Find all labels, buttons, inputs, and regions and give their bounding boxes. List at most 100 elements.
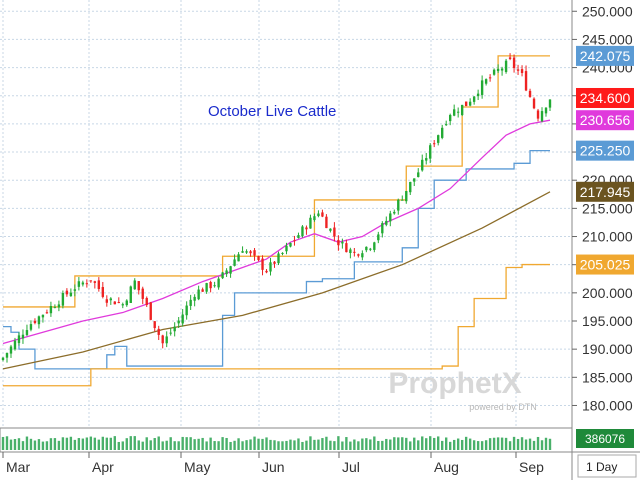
volume-bar	[508, 441, 512, 450]
candle-body	[488, 77, 492, 79]
candle	[413, 178, 416, 187]
volume-bar	[277, 441, 280, 450]
y-tick-label: 185.000	[582, 369, 633, 385]
volume-bar	[101, 436, 105, 450]
volume-bar	[301, 441, 304, 450]
candle-body	[544, 107, 548, 114]
candle-body	[185, 305, 188, 316]
series-line-2	[2, 119, 551, 345]
candle-body	[289, 243, 292, 247]
candle	[125, 299, 128, 307]
candle-body	[53, 306, 57, 308]
volume-bar	[480, 441, 484, 450]
volume-bar	[421, 436, 424, 450]
candle	[480, 75, 484, 99]
series-line-4	[3, 263, 550, 387]
volume-bar	[317, 439, 320, 450]
candle-body	[25, 330, 29, 336]
candle	[193, 294, 196, 307]
candle-body	[21, 334, 25, 339]
volume-bar	[409, 441, 412, 450]
candle-body	[540, 111, 544, 122]
volume-bar	[361, 438, 364, 450]
candle-body	[113, 301, 116, 305]
candle	[241, 246, 244, 253]
last-price-label-box	[576, 87, 634, 108]
volume-bar	[544, 437, 548, 450]
candle	[133, 278, 136, 290]
candle	[337, 235, 340, 251]
candle	[357, 253, 360, 258]
candle-body	[65, 290, 69, 295]
series-value-label: 242.075	[580, 48, 631, 64]
candle	[77, 277, 81, 291]
volume-bar	[512, 436, 516, 450]
candle-body	[369, 248, 372, 250]
volume-bar	[289, 439, 292, 450]
volume-bar	[405, 437, 408, 450]
volume-bar	[109, 437, 112, 450]
candle	[5, 352, 9, 363]
volume-bar	[472, 440, 476, 450]
candle	[409, 181, 412, 196]
volume-label: 386076	[585, 432, 625, 446]
candle-body	[421, 159, 424, 171]
candle-body	[97, 280, 101, 290]
candle	[17, 332, 21, 346]
volume-bar	[445, 437, 448, 450]
volume-bar	[81, 438, 85, 450]
volume-bar	[201, 437, 204, 450]
candle-body	[205, 283, 208, 292]
volume-bar	[389, 439, 392, 450]
candle-body	[73, 289, 77, 291]
candle	[273, 260, 276, 268]
volume-bar	[65, 437, 69, 450]
volume-bar	[229, 441, 232, 450]
volume-bar	[169, 437, 172, 450]
candle	[393, 209, 396, 215]
candle-body	[249, 251, 252, 254]
volume-bar	[49, 438, 53, 450]
candle-body	[480, 80, 484, 95]
candle	[504, 58, 508, 74]
series-value-label-box	[576, 254, 634, 275]
volume-bar	[233, 440, 236, 450]
x-tick-label: May	[184, 459, 210, 475]
volume-bar	[504, 437, 508, 450]
candle-body	[504, 60, 508, 72]
timeframe-box[interactable]	[577, 454, 637, 478]
volume-bar	[285, 440, 288, 450]
volume-bar	[77, 438, 81, 450]
candle-body	[496, 68, 500, 72]
candle-body	[145, 297, 148, 305]
candle	[93, 280, 97, 289]
candle-body	[197, 289, 200, 300]
candle-body	[365, 246, 368, 251]
volume-bar	[500, 437, 504, 450]
candle	[261, 255, 264, 276]
candle-body	[385, 220, 388, 225]
candle	[397, 198, 400, 215]
candle-body	[413, 178, 416, 182]
price-candles	[1, 53, 552, 363]
prophetx-watermark: ProphetX powered by DTN	[388, 367, 536, 412]
candle	[49, 301, 53, 317]
volume-bar	[325, 436, 328, 450]
candle-body	[213, 285, 216, 287]
candle-body	[468, 101, 472, 106]
candle	[325, 214, 328, 229]
candle	[253, 248, 256, 261]
candle	[536, 108, 540, 122]
candle-body	[93, 281, 97, 283]
x-tick-label: Sep	[519, 459, 544, 475]
volume-bar	[37, 439, 41, 450]
volume-bar	[153, 438, 156, 450]
y-tick-label: 195.000	[582, 313, 633, 329]
candle	[249, 249, 252, 257]
candle-body	[173, 326, 176, 332]
candle-body	[524, 71, 528, 91]
volume-bar	[492, 437, 496, 450]
candle-body	[349, 249, 352, 253]
candle-body	[9, 346, 13, 354]
candle-body	[153, 321, 156, 329]
